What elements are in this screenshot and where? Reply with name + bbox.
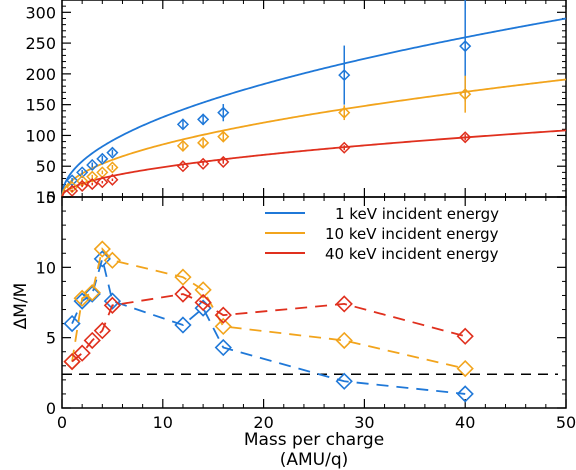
data-point-1kev: [335, 372, 353, 390]
data-point-40kev: [103, 296, 122, 314]
data-point-10kev: [217, 130, 230, 143]
data-point-40kev: [335, 295, 353, 313]
data-point-1kev: [103, 292, 122, 310]
data-point-40kev: [73, 344, 91, 362]
bottom-ytick-label: 5: [46, 329, 56, 348]
bottom-xtick-label: 50: [556, 413, 576, 432]
top-ytick-label: 250: [25, 34, 56, 53]
data-point-1kev: [176, 118, 190, 131]
data-point-10kev: [86, 170, 99, 183]
top-axis-ticks: 0 50 100 150 200 250 300: [25, 0, 567, 207]
data-point-10kev: [338, 106, 351, 119]
data-point-10kev: [93, 240, 111, 258]
data-point-40kev: [194, 293, 212, 312]
bottom-xtick-label: 40: [455, 413, 475, 432]
data-point-40kev: [66, 184, 79, 197]
data-point-1kev: [338, 69, 351, 82]
data-point-40kev: [93, 322, 111, 340]
bottom-xtick-label: 0: [57, 413, 67, 432]
bottom-xtick-label: 30: [354, 413, 374, 432]
top-panel: 0 50 100 150 200 250 300: [25, 0, 567, 207]
data-point-10kev: [456, 359, 474, 378]
data-point-40kev: [76, 179, 89, 192]
data-point-10kev: [83, 284, 101, 302]
data-point-10kev: [174, 268, 192, 286]
bottom-series: [63, 240, 474, 403]
x-axis-title-line2: (AMU/q): [280, 450, 349, 470]
data-point-1kev: [86, 158, 99, 172]
x-axis-title-line1: Mass per charge: [244, 430, 384, 450]
data-point-1kev: [217, 106, 230, 119]
bottom-plot-frame: [61, 196, 567, 409]
data-point-1kev: [214, 338, 232, 357]
bottom-xtick-label: 20: [253, 413, 273, 432]
data-point-40kev: [174, 285, 192, 303]
legend-label-10kev: 10 keV incident energy: [325, 225, 499, 243]
data-point-40kev: [459, 131, 472, 144]
y-axis-title: ΔM/M: [11, 283, 31, 330]
series-line-10kev: [71, 247, 466, 370]
data-point-10kev: [214, 317, 232, 336]
top-ytick-label: 100: [25, 126, 56, 145]
top-fit-curves: [61, 17, 567, 198]
bottom-xtick-label: 10: [153, 413, 173, 432]
data-point-1kev: [197, 113, 210, 126]
top-ytick-label: 50: [36, 157, 56, 176]
data-point-1kev: [106, 146, 119, 159]
bottom-ytick-label: 15: [36, 188, 56, 207]
data-point-10kev: [335, 331, 353, 350]
top-ytick-label: 300: [25, 3, 56, 22]
data-point-40kev: [197, 157, 210, 170]
data-point-40kev: [86, 178, 99, 191]
legend-label-1kev: 1 keV incident energy: [335, 205, 499, 223]
data-point-10kev: [194, 281, 212, 299]
data-point-40kev: [63, 352, 81, 371]
data-point-10kev: [459, 88, 472, 101]
data-point-1kev: [459, 40, 472, 53]
data-point-10kev: [197, 136, 210, 149]
data-point-10kev: [66, 181, 79, 194]
fit-curve-10kev: [61, 78, 567, 198]
bottom-ytick-label: 10: [36, 258, 56, 277]
top-ytick-label: 0: [46, 188, 56, 207]
series-line-40kev: [71, 293, 466, 363]
data-point-40kev: [217, 155, 230, 168]
data-point-40kev: [83, 331, 101, 350]
data-point-1kev: [83, 285, 101, 303]
data-point-10kev: [176, 139, 190, 152]
data-point-1kev: [63, 314, 81, 333]
legend-label-40kev: 40 keV incident energy: [325, 245, 499, 263]
data-point-1kev: [96, 152, 109, 165]
data-point-40kev: [106, 173, 119, 186]
data-point-1kev: [456, 385, 474, 403]
data-point-40kev: [96, 176, 109, 189]
top-ytick-label: 200: [25, 65, 56, 84]
data-point-10kev: [106, 161, 119, 174]
legend: 1 keV incident energy 10 keV incident en…: [265, 205, 499, 263]
data-point-40kev: [338, 141, 351, 154]
data-point-1kev: [73, 292, 91, 310]
bottom-ytick-label: 0: [46, 399, 56, 418]
top-data-points: [66, 0, 472, 197]
data-point-1kev: [93, 250, 111, 268]
fit-curve-40kev: [61, 129, 567, 198]
data-point-40kev: [456, 327, 474, 345]
top-plot-frame: [61, 0, 567, 198]
data-point-10kev: [103, 251, 122, 269]
data-point-40kev: [214, 306, 232, 324]
data-point-1kev: [76, 166, 89, 179]
data-point-1kev: [174, 316, 192, 334]
data-point-40kev: [176, 160, 190, 173]
top-ytick-label: 150: [25, 96, 56, 115]
fit-curve-1kev: [61, 17, 567, 198]
